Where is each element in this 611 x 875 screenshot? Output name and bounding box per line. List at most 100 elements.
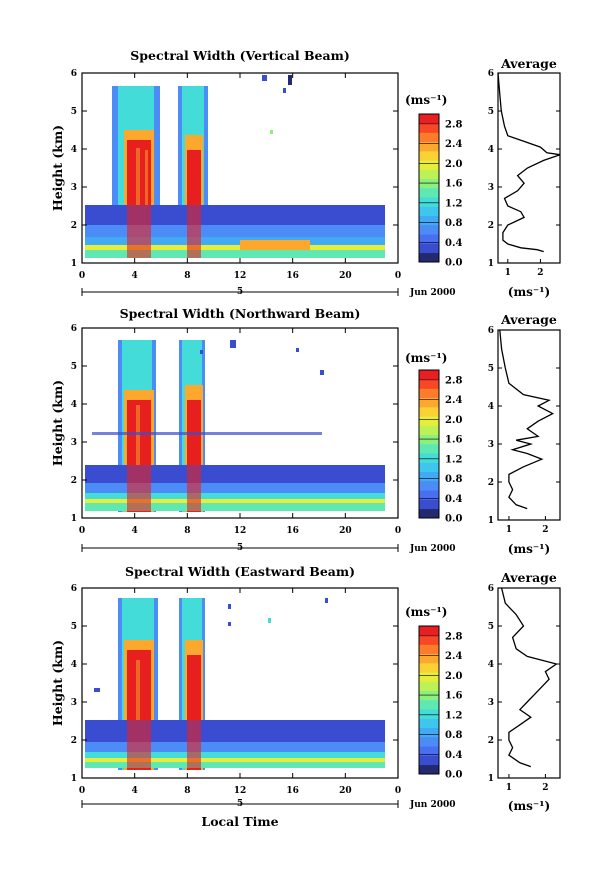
- colorbar-unit: (ms⁻¹): [405, 605, 447, 619]
- average-title: Average: [500, 56, 557, 71]
- colorbar-band: [419, 379, 439, 389]
- colorbar-band: [419, 499, 439, 510]
- date-axis: 5 Jun 2000: [81, 287, 456, 298]
- colorbar: (ms⁻¹) 0.0 0.4 0.8 1.2 1.6 2.0 2.4 2.8: [405, 605, 462, 781]
- colorbar-band: [419, 737, 439, 747]
- colorbar-band: [419, 243, 439, 254]
- panel-northward-beam: Spectral Width (Northward Beam): [50, 306, 561, 556]
- colorbar-band: [419, 388, 439, 399]
- colorbar-band: [419, 672, 439, 682]
- y-tick-label: 5: [71, 107, 77, 117]
- colorbar-band: [419, 188, 439, 198]
- average-profile: Average 1 2 3 4 5 6 1 2 (ms⁻¹): [488, 570, 561, 813]
- colorbar-band: [419, 444, 439, 454]
- average-unit: (ms⁻¹): [508, 542, 550, 556]
- colorbar-band: [419, 416, 439, 426]
- y-tick-label: 5: [71, 622, 77, 632]
- average-profile-line: [497, 72, 561, 253]
- panel-title: Spectral Width (Vertical Beam): [130, 48, 350, 63]
- colorbar-band: [419, 160, 439, 170]
- average-profile: Average 1 2 3 4 5 6 1 2 (ms⁻¹): [488, 56, 561, 299]
- colorbar-tick-label: 0.4: [445, 750, 462, 761]
- colorbar-tick-label: 1.2: [445, 198, 462, 209]
- avg-y-tick-label: 3: [488, 183, 494, 193]
- colorbar: (ms⁻¹) 0.0 0.4 0.8 1.2 1.6 2.0 2.4 2.8: [405, 351, 462, 525]
- colorbar-tick-label: 2.8: [445, 631, 462, 642]
- panel-vertical-beam: Spectral Width (Vertical Beam): [50, 48, 561, 299]
- colorbar-band: [419, 225, 439, 235]
- x-tick-label: 4: [132, 786, 138, 796]
- colorbar-band: [419, 635, 439, 645]
- avg-y-tick-label: 5: [488, 364, 494, 374]
- date-label: Jun 2000: [409, 800, 456, 810]
- average-unit: (ms⁻¹): [508, 799, 550, 813]
- colorbar: (ms⁻¹) 0.0 0.4 0.8 1.2 1.6 2.0 2.4 2.8: [405, 93, 462, 269]
- avg-y-tick-label: 1: [488, 516, 494, 526]
- colorbar-band: [419, 644, 439, 655]
- avg-y-tick-label: 2: [488, 736, 494, 746]
- y-tick-label: 6: [71, 584, 77, 594]
- heatmap-field: [85, 598, 385, 770]
- avg-y-tick-label: 4: [488, 145, 494, 155]
- avg-y-tick-label: 4: [488, 660, 494, 670]
- avg-x-tick-label: 1: [506, 525, 512, 535]
- colorbar-band: [419, 490, 439, 500]
- x-tick-label: 16: [286, 786, 299, 796]
- x-tick-label: 20: [339, 271, 352, 281]
- colorbar-band: [419, 114, 439, 124]
- date-label: Jun 2000: [409, 544, 456, 554]
- x-tick-label: 12: [234, 786, 247, 796]
- average-profile-line: [499, 329, 555, 510]
- avg-y-tick-label: 3: [488, 698, 494, 708]
- colorbar-band: [419, 626, 439, 636]
- colorbar-band: [419, 151, 439, 161]
- colorbar-band: [419, 252, 439, 263]
- avg-x-tick-label: 2: [537, 268, 543, 278]
- y-tick-label: 6: [71, 69, 77, 79]
- y-axis-label: Height (km): [50, 380, 65, 466]
- colorbar-band: [419, 234, 439, 244]
- y-axis-label: Height (km): [50, 125, 65, 211]
- heatmap-field: [85, 75, 385, 258]
- panel-title: Spectral Width (Northward Beam): [120, 306, 361, 321]
- colorbar-band: [419, 681, 439, 692]
- x-tick-label: 0: [79, 271, 85, 281]
- colorbar-tick-label: 2.8: [445, 375, 462, 386]
- date-axis: 5 Jun 2000: [81, 543, 456, 554]
- colorbar-band: [419, 727, 439, 738]
- avg-y-tick-label: 6: [488, 69, 494, 79]
- colorbar-band: [419, 764, 439, 775]
- colorbar-tick-label: 0.0: [445, 514, 462, 525]
- x-tick-label: 20: [339, 526, 352, 536]
- colorbar-band: [419, 169, 439, 180]
- colorbar-band: [419, 132, 439, 143]
- y-tick-label: 1: [71, 774, 77, 784]
- x-tick-label: 16: [286, 526, 299, 536]
- colorbar-tick-label: 2.4: [445, 395, 462, 406]
- colorbar-band: [419, 755, 439, 766]
- colorbar-tick-label: 1.2: [445, 710, 462, 721]
- panel-eastward-beam: Spectral Width (Eastward Beam): [50, 564, 561, 829]
- x-tick-label: 12: [234, 526, 247, 536]
- colorbar-band: [419, 434, 439, 445]
- heatmap-field: [85, 340, 385, 512]
- colorbar-tick-label: 2.4: [445, 651, 462, 662]
- y-tick-label: 5: [71, 362, 77, 372]
- avg-y-tick-label: 3: [488, 440, 494, 450]
- x-tick-label: 4: [132, 271, 138, 281]
- colorbar-band: [419, 508, 439, 519]
- date-day: 5: [237, 543, 243, 553]
- colorbar-tick-label: 0.4: [445, 494, 462, 505]
- y-tick-label: 4: [71, 400, 77, 410]
- colorbar-tick-label: 0.8: [445, 474, 462, 485]
- y-tick-label: 6: [71, 324, 77, 334]
- avg-x-tick-label: 1: [505, 268, 511, 278]
- date-axis: 5 Jun 2000 Local Time: [81, 799, 456, 829]
- x-axis-label: Local Time: [201, 814, 278, 829]
- y-tick-label: 4: [71, 145, 77, 155]
- y-tick-label: 3: [71, 438, 77, 448]
- colorbar-band: [419, 370, 439, 380]
